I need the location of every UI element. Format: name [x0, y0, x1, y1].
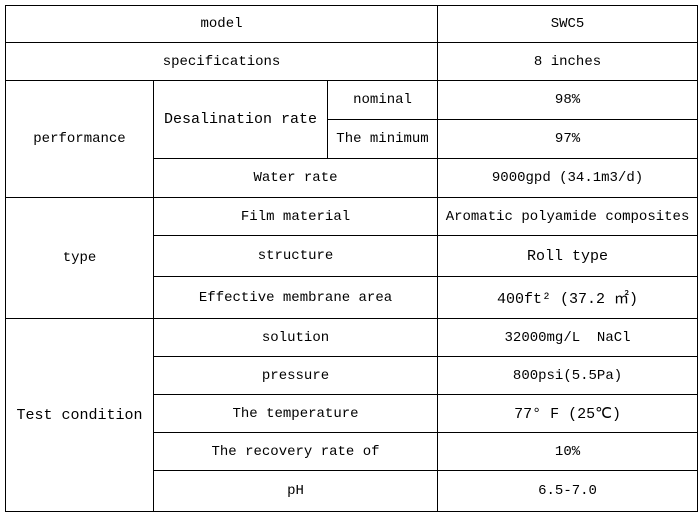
row: The temperature 77° F (25℃)	[6, 394, 699, 433]
cell: The recovery rate of	[152, 432, 439, 471]
cell: Film material	[152, 197, 439, 236]
cell: 9000gpd (34.1m3/d)	[437, 158, 699, 198]
cell: Aromatic polyamide composites	[437, 197, 699, 236]
row: Effective membrane area 400ft² (37.2 ㎡)	[6, 276, 699, 319]
cell: Effective membrane area	[152, 276, 439, 319]
row: Water rate 9000gpd (34.1m3/d)	[6, 158, 699, 198]
cell: 8 inches	[437, 42, 699, 81]
row: type Film material Aromatic polyamide co…	[5, 197, 699, 319]
cell: Roll type	[437, 235, 699, 277]
cell: The minimum	[326, 119, 439, 159]
cell: Water rate	[152, 158, 439, 198]
cell: SWC5	[437, 5, 699, 43]
spec-table: model SWC5 specifications 8 inches perfo…	[4, 5, 699, 512]
cell: solution	[152, 318, 439, 357]
cell: 32000mg/L NaCl	[437, 318, 699, 357]
cell: structure	[152, 235, 439, 277]
row: structure Roll type	[6, 235, 699, 277]
cell: 800psi(5.5Pa)	[437, 356, 699, 395]
cell: The temperature	[152, 394, 439, 433]
cell: 400ft² (37.2 ㎡)	[437, 276, 699, 319]
cell: nominal	[326, 80, 439, 120]
cell: type	[5, 197, 154, 319]
cell: Desalination rate	[153, 80, 328, 159]
cell: 98%	[437, 80, 699, 120]
cell: Test condition	[5, 318, 154, 512]
row: The recovery rate of 10%	[6, 432, 699, 471]
cell: 10%	[437, 432, 699, 471]
row: performance Desalination rate nominal 98…	[5, 80, 699, 198]
cell: pH	[152, 470, 439, 512]
cell: 6.5-7.0	[437, 470, 699, 512]
row: Test condition solution 32000mg/L NaCl	[5, 318, 699, 512]
row: pH 6.5-7.0	[6, 470, 699, 512]
row: specifications 8 inches	[4, 42, 699, 81]
row: model SWC5	[4, 5, 699, 43]
cell: 77° F (25℃)	[437, 394, 699, 433]
cell: model	[4, 5, 439, 43]
cell: pressure	[152, 356, 439, 395]
row: The minimum 97%	[6, 119, 699, 159]
cell: 97%	[437, 119, 699, 159]
cell: specifications	[4, 42, 439, 81]
cell: performance	[5, 80, 154, 198]
